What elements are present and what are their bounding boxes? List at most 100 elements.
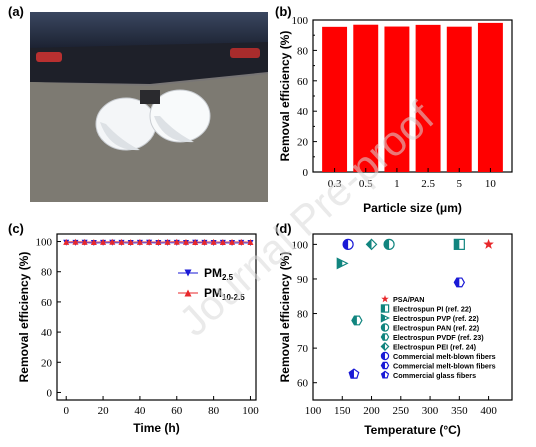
y-tick-label: 100 <box>292 239 309 251</box>
data-point <box>383 238 395 250</box>
legend-marker <box>380 304 390 313</box>
x-tick-label: 350 <box>451 405 468 417</box>
x-tick-label: 2.5 <box>421 178 435 190</box>
data-point <box>342 238 354 250</box>
x-tick-label: 250 <box>393 405 410 417</box>
y-tick-label: 0 <box>47 387 53 399</box>
legend-marker <box>380 333 390 341</box>
legend-label: Commercial glass fibers <box>393 371 476 380</box>
x-axis-label: Temperature (°C) <box>364 423 461 437</box>
bar <box>322 26 348 173</box>
y-axis-label: Removal efficiency (%) <box>278 31 292 162</box>
data-point <box>155 238 162 245</box>
data-point <box>219 238 226 245</box>
x-tick-label: 400 <box>480 405 497 417</box>
bar <box>446 26 472 172</box>
data-point <box>164 238 171 245</box>
data-point <box>127 238 134 245</box>
x-tick-label: 80 <box>208 405 220 417</box>
data-point <box>173 238 180 245</box>
x-axis-label: Time (h) <box>133 421 179 435</box>
y-axis-label: Removal efficiency (%) <box>278 252 292 383</box>
data-point <box>192 238 199 245</box>
plot-frame <box>56 233 257 401</box>
bar <box>477 22 503 172</box>
plot-frame <box>312 233 513 401</box>
legend-marker <box>380 313 390 323</box>
x-tick-label: 100 <box>242 405 259 417</box>
y-tick-label: 100 <box>292 15 309 27</box>
x-tick-label: 300 <box>422 405 439 417</box>
data-point <box>201 238 208 245</box>
data-point <box>365 238 378 251</box>
data-point <box>146 238 153 245</box>
legend-marker <box>381 295 389 303</box>
y-tick-label: 60 <box>297 378 309 390</box>
x-tick-label: 0.5 <box>359 178 373 190</box>
exhaust-photo-drawing <box>30 12 268 202</box>
legend-label: PM10-2.5 <box>204 286 245 302</box>
legend-label: PM2.5 <box>204 266 234 282</box>
y-tick-label: 60 <box>297 76 309 88</box>
panel-label-c: (c) <box>8 221 24 236</box>
data-point <box>136 238 143 245</box>
y-tick-label: 20 <box>297 137 309 149</box>
legend-label: Commercial melt-blown fibers <box>393 362 496 371</box>
y-tick-label: 20 <box>41 357 53 369</box>
x-tick-label: 150 <box>334 405 351 417</box>
bar <box>384 26 410 173</box>
panel-label-a: (a) <box>8 4 24 19</box>
legend-marker <box>380 351 390 361</box>
legend-marker <box>184 289 192 297</box>
legend-marker <box>380 370 390 379</box>
x-tick-label: 200 <box>363 405 380 417</box>
legend-label: Electrospun PVP (ref. 22) <box>393 314 479 323</box>
y-tick-label: 80 <box>41 267 53 279</box>
y-tick-label: 70 <box>297 343 309 355</box>
x-tick-label: 40 <box>134 405 146 417</box>
data-point <box>109 238 116 245</box>
data-point <box>81 238 88 245</box>
y-tick-label: 90 <box>297 274 309 286</box>
data-point <box>348 368 360 379</box>
panel-label-b: (b) <box>275 4 292 19</box>
data-point <box>247 238 254 245</box>
x-tick-label: 100 <box>305 405 322 417</box>
x-tick-label: 10 <box>485 178 497 190</box>
data-point <box>238 238 245 245</box>
exhaust-photo <box>30 12 268 202</box>
bar <box>415 24 441 173</box>
data-point <box>210 238 217 245</box>
legend-marker <box>380 342 390 351</box>
data-point <box>351 315 363 326</box>
data-point <box>118 238 125 245</box>
data-point <box>72 238 79 245</box>
legend-label: PSA/PAN <box>393 295 424 304</box>
data-point <box>336 257 349 270</box>
bar <box>353 24 379 172</box>
data-point <box>453 238 465 250</box>
y-tick-label: 40 <box>297 106 309 118</box>
data-point <box>90 238 97 245</box>
y-axis-label: Removal efficiency (%) <box>17 252 31 383</box>
x-tick-label: 20 <box>98 405 110 417</box>
data-point <box>100 238 107 245</box>
data-point <box>229 238 236 245</box>
legend-marker <box>184 269 192 277</box>
x-tick-label: 5 <box>457 178 463 190</box>
panel-label-d: (d) <box>275 221 292 236</box>
legend-label: Commercial melt-blown fibers <box>393 352 496 361</box>
x-tick-label: 0.3 <box>328 178 342 190</box>
data-point <box>483 238 494 249</box>
x-axis-label: Particle size (μm) <box>363 201 462 215</box>
y-tick-label: 40 <box>41 327 53 339</box>
legend-marker <box>380 323 390 332</box>
y-tick-label: 60 <box>41 297 53 309</box>
x-tick-label: 1 <box>394 178 400 190</box>
legend-label: Electrospun PVDF (ref. 23) <box>393 333 484 342</box>
y-tick-label: 100 <box>36 237 53 249</box>
legend-marker <box>380 361 390 370</box>
